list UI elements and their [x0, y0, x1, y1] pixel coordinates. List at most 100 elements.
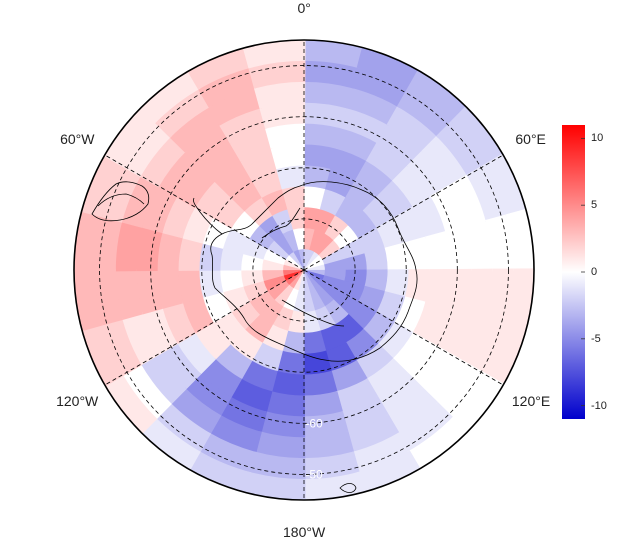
field-cell: [303, 370, 338, 397]
field-cell: [404, 269, 431, 304]
field-cell: [288, 270, 304, 289]
field-cell: [364, 269, 389, 293]
field-cell: [505, 268, 534, 332]
field-cell: [340, 280, 366, 303]
field-cell: [267, 280, 290, 301]
longitude-label: 120°W: [56, 393, 99, 409]
field-cell: [348, 300, 378, 330]
field-cell: [356, 46, 421, 90]
colorbar-tick-label: 5: [591, 199, 598, 212]
field-cell: [302, 471, 366, 500]
field-cell: [303, 143, 338, 170]
field-cell: [242, 40, 306, 69]
field-cell: [302, 81, 355, 109]
field-cell: [101, 317, 142, 377]
field-cell: [214, 160, 253, 197]
parallel-circle: [99, 65, 509, 475]
field-cell: [303, 330, 327, 355]
field-cell: [303, 164, 332, 190]
field-cell: [346, 87, 400, 126]
field-cell: [94, 214, 123, 272]
weddell-shelf-path: [261, 207, 301, 239]
field-cell: [376, 372, 424, 416]
ross-ice-shelf-path: [281, 299, 345, 327]
field-cell: [139, 416, 201, 471]
field-cell: [335, 127, 379, 162]
field-cell: [281, 330, 305, 355]
field-cell: [448, 312, 487, 366]
field-cell: [199, 142, 243, 182]
field-cell: [465, 219, 493, 272]
field-cell: [270, 370, 305, 397]
longitude-label: 120°E: [511, 393, 551, 409]
field-cell: [505, 208, 534, 272]
field-cell: [208, 414, 262, 453]
field-cell: [169, 387, 222, 435]
field-cell: [219, 247, 244, 271]
field-cell: [466, 163, 507, 223]
field-cell: [261, 258, 284, 271]
parallel-label: -50: [305, 467, 323, 481]
field-cell: [450, 373, 505, 435]
field-cell: [184, 372, 232, 416]
field-cell: [253, 81, 306, 109]
field-cell: [484, 322, 528, 387]
field-cell: [394, 206, 426, 244]
field-cell: [485, 268, 514, 326]
field-cell: [448, 174, 487, 228]
field-cell: [303, 290, 316, 313]
field-cell: [406, 342, 450, 390]
field-cell: [292, 290, 305, 313]
meridian-line: [104, 269, 305, 386]
field-cell: [351, 67, 411, 108]
colorbar-ticks: [581, 137, 585, 407]
field-cell: [396, 87, 454, 138]
field-cell: [157, 268, 184, 310]
field-cell: [340, 237, 366, 260]
field-cell: [139, 135, 187, 188]
field-cell: [304, 259, 325, 270]
field-cell: [194, 321, 231, 360]
field-cell: [351, 432, 411, 473]
field-cell: [176, 331, 216, 375]
field-cell: [161, 195, 196, 239]
field-cell: [318, 239, 341, 260]
field-cell: [421, 352, 469, 405]
field-cell: [154, 87, 212, 138]
field-cell: [242, 280, 268, 303]
field-cell: [74, 208, 103, 272]
field-cell: [384, 269, 410, 298]
field-cell: [199, 358, 243, 398]
field-cell: [304, 270, 323, 286]
field-cell: [330, 360, 368, 392]
field-cell: [346, 414, 400, 453]
field-cell: [292, 227, 305, 250]
field-cell: [262, 248, 286, 265]
field-cell: [182, 206, 214, 244]
field-cell: [303, 270, 310, 292]
field-cell: [293, 270, 304, 291]
anomaly-field: [74, 40, 534, 500]
field-cell: [396, 402, 454, 453]
field-cell: [424, 268, 451, 310]
field-cell: [198, 269, 224, 298]
field-cell: [358, 285, 386, 313]
field-cell: [154, 402, 212, 453]
field-cell: [80, 322, 124, 387]
field-cell: [324, 269, 347, 282]
field-cell: [283, 259, 304, 270]
field-cell: [259, 411, 306, 438]
field-cell: [267, 239, 290, 260]
field-cell: [141, 185, 178, 234]
field-cell: [376, 124, 424, 168]
field-cell: [80, 153, 124, 218]
colorbar: [562, 125, 585, 419]
field-cell: [271, 208, 294, 234]
field-cell: [259, 102, 306, 129]
field-cell: [484, 153, 528, 218]
map-boundary: [73, 39, 535, 501]
field-cell: [303, 227, 316, 250]
field-cell: [139, 352, 187, 405]
field-cell: [355, 160, 394, 197]
field-cell: [293, 249, 304, 270]
